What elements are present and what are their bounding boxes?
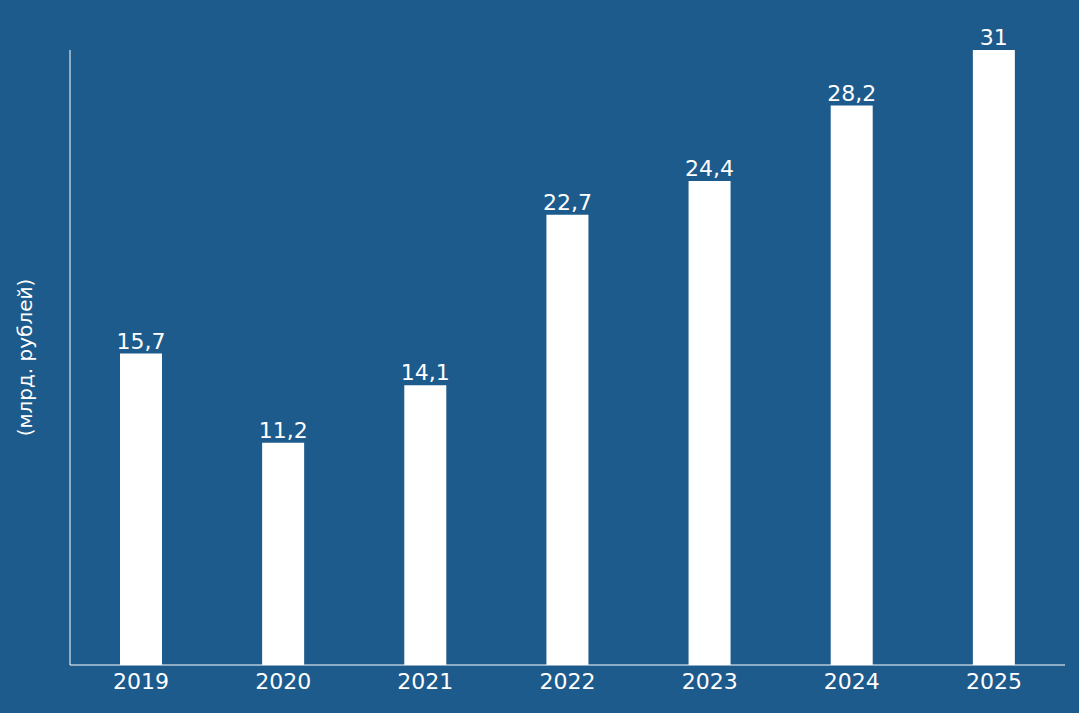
svg-text:2020: 2020 <box>255 669 311 694</box>
svg-text:28,2: 28,2 <box>827 81 876 106</box>
svg-text:14,1: 14,1 <box>401 360 450 385</box>
svg-text:(млрд. рублей): (млрд. рублей) <box>13 279 37 437</box>
svg-text:2025: 2025 <box>966 669 1022 694</box>
svg-text:15,7: 15,7 <box>117 329 166 354</box>
svg-text:24,4: 24,4 <box>685 156 734 181</box>
svg-text:11,2: 11,2 <box>259 418 308 443</box>
svg-text:22,7: 22,7 <box>543 190 592 215</box>
svg-text:31: 31 <box>980 25 1008 50</box>
svg-text:2023: 2023 <box>682 669 738 694</box>
svg-text:2024: 2024 <box>824 669 880 694</box>
svg-text:2021: 2021 <box>397 669 453 694</box>
svg-text:2022: 2022 <box>540 669 596 694</box>
svg-text:2019: 2019 <box>113 669 169 694</box>
